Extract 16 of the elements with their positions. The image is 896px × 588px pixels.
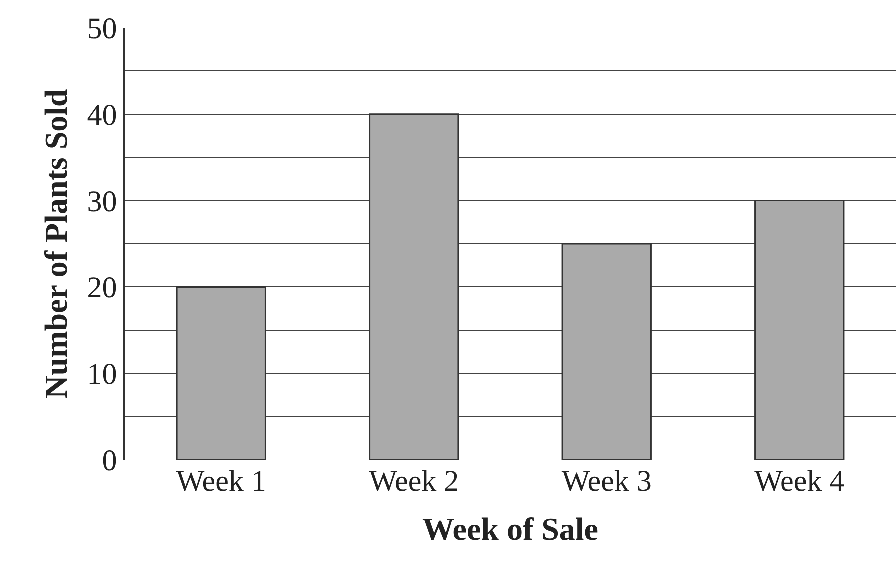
y-tick-label: 0 xyxy=(102,444,118,478)
bar xyxy=(176,286,266,460)
y-axis-title: Number of Plants Sold xyxy=(38,88,74,399)
x-tick-label: Week 3 xyxy=(562,465,652,498)
bar xyxy=(369,114,460,460)
bar xyxy=(562,243,652,460)
x-tick-label: Week 4 xyxy=(754,465,845,498)
x-axis-title: Week of Sale xyxy=(422,510,598,547)
y-tick-label: 20 xyxy=(87,272,118,305)
bar xyxy=(754,200,845,460)
y-tick-label: 40 xyxy=(87,98,118,132)
y-tick-label: 50 xyxy=(87,12,118,46)
y-tick-label: 30 xyxy=(87,185,118,218)
x-tick-label: Week 2 xyxy=(369,465,460,498)
x-tick-label: Week 1 xyxy=(176,465,266,498)
y-tick-label: 10 xyxy=(87,358,118,392)
